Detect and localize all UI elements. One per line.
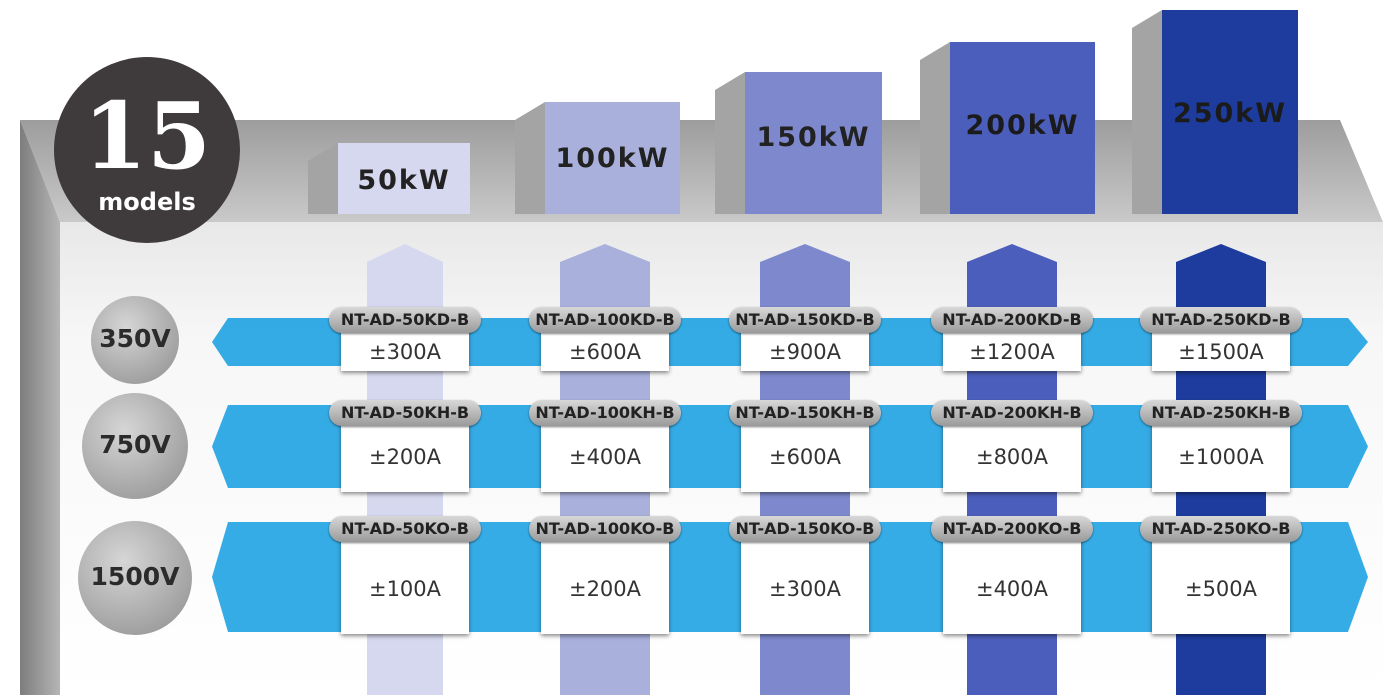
power-box-side-1 (308, 143, 338, 214)
power-box-2 (545, 102, 680, 214)
model-card: NT-AD-200KO-B ±400A (931, 516, 1093, 634)
model-card: NT-AD-150KO-B ±300A (729, 516, 881, 634)
current-rating: ±400A (568, 445, 642, 469)
voltage-circle-3 (78, 521, 192, 635)
power-box-4 (950, 42, 1095, 214)
platform-side (20, 120, 60, 695)
current-rating: ±100A (368, 577, 442, 601)
voltage-label-3: 1500V (90, 562, 180, 591)
model-card: NT-AD-100KH-B ±400A (529, 400, 681, 492)
model-card: NT-AD-50KD-B ±300A (329, 307, 481, 371)
power-label-5: 250kW (1172, 98, 1288, 129)
current-rating: ±900A (768, 340, 842, 364)
model-card: NT-AD-250KD-B ±1500A (1140, 307, 1302, 371)
model-name-pill: NT-AD-200KO-B (931, 516, 1093, 542)
badge-count: 15 (82, 82, 212, 190)
model-name-pill: NT-AD-150KD-B (729, 307, 881, 333)
current-rating: ±1200A (969, 340, 1055, 364)
power-box-5 (1162, 10, 1298, 214)
current-rating: ±200A (568, 577, 642, 601)
model-card: NT-AD-100KD-B ±600A (529, 307, 681, 371)
current-rating: ±300A (368, 340, 442, 364)
current-rating: ±600A (568, 340, 642, 364)
power-box-side-3 (715, 72, 745, 214)
power-box-side-5 (1132, 10, 1162, 214)
model-card: NT-AD-250KO-B ±500A (1140, 516, 1302, 634)
current-rating: ±200A (368, 445, 442, 469)
voltage-label-1: 350V (99, 324, 171, 353)
power-label-3: 150kW (756, 122, 871, 153)
model-name-pill: NT-AD-150KO-B (729, 516, 881, 542)
voltage-label-2: 750V (99, 430, 171, 459)
power-box-side-2 (515, 102, 545, 214)
model-card: NT-AD-200KH-B ±800A (931, 400, 1093, 492)
model-name-pill: NT-AD-250KO-B (1140, 516, 1302, 542)
model-card: NT-AD-250KH-B ±1000A (1140, 400, 1302, 492)
model-name-pill: NT-AD-250KD-B (1140, 307, 1302, 333)
model-card: NT-AD-150KH-B ±600A (729, 400, 881, 492)
power-label-2: 100kW (555, 143, 670, 174)
current-rating: ±1500A (1178, 340, 1264, 364)
model-card: NT-AD-100KO-B ±200A (529, 516, 681, 634)
model-card: NT-AD-150KD-B ±900A (729, 307, 881, 371)
current-rating: ±500A (1184, 577, 1258, 601)
current-rating: ±800A (975, 445, 1049, 469)
voltage-circle-2 (82, 393, 188, 499)
model-name-pill: NT-AD-200KH-B (931, 400, 1093, 426)
power-box-3 (745, 72, 882, 214)
model-name-pill: NT-AD-100KH-B (529, 400, 681, 426)
voltage-circle-1 (91, 296, 179, 384)
power-label-4: 200kW (965, 110, 1080, 141)
current-rating: ±300A (768, 577, 842, 601)
model-name-pill: NT-AD-50KD-B (329, 307, 481, 333)
power-box-1 (338, 143, 470, 214)
model-name-pill: NT-AD-200KD-B (931, 307, 1093, 333)
model-card: NT-AD-200KD-B ±1200A (931, 307, 1093, 371)
model-name-pill: NT-AD-50KH-B (329, 400, 481, 426)
current-rating: ±1000A (1178, 445, 1264, 469)
model-name-pill: NT-AD-100KD-B (529, 307, 681, 333)
model-name-pill: NT-AD-50KO-B (329, 516, 481, 542)
model-name-pill: NT-AD-100KO-B (529, 516, 681, 542)
current-rating: ±400A (975, 577, 1049, 601)
model-name-pill: NT-AD-250KH-B (1140, 400, 1302, 426)
badge-label: models (98, 188, 196, 216)
power-label-1: 50kW (357, 165, 451, 196)
model-name-pill: NT-AD-150KH-B (729, 400, 881, 426)
current-rating: ±600A (768, 445, 842, 469)
models-badge (54, 57, 240, 243)
model-card: NT-AD-50KH-B ±200A (329, 400, 481, 492)
power-box-side-4 (920, 42, 950, 214)
model-card: NT-AD-50KO-B ±100A (329, 516, 481, 634)
